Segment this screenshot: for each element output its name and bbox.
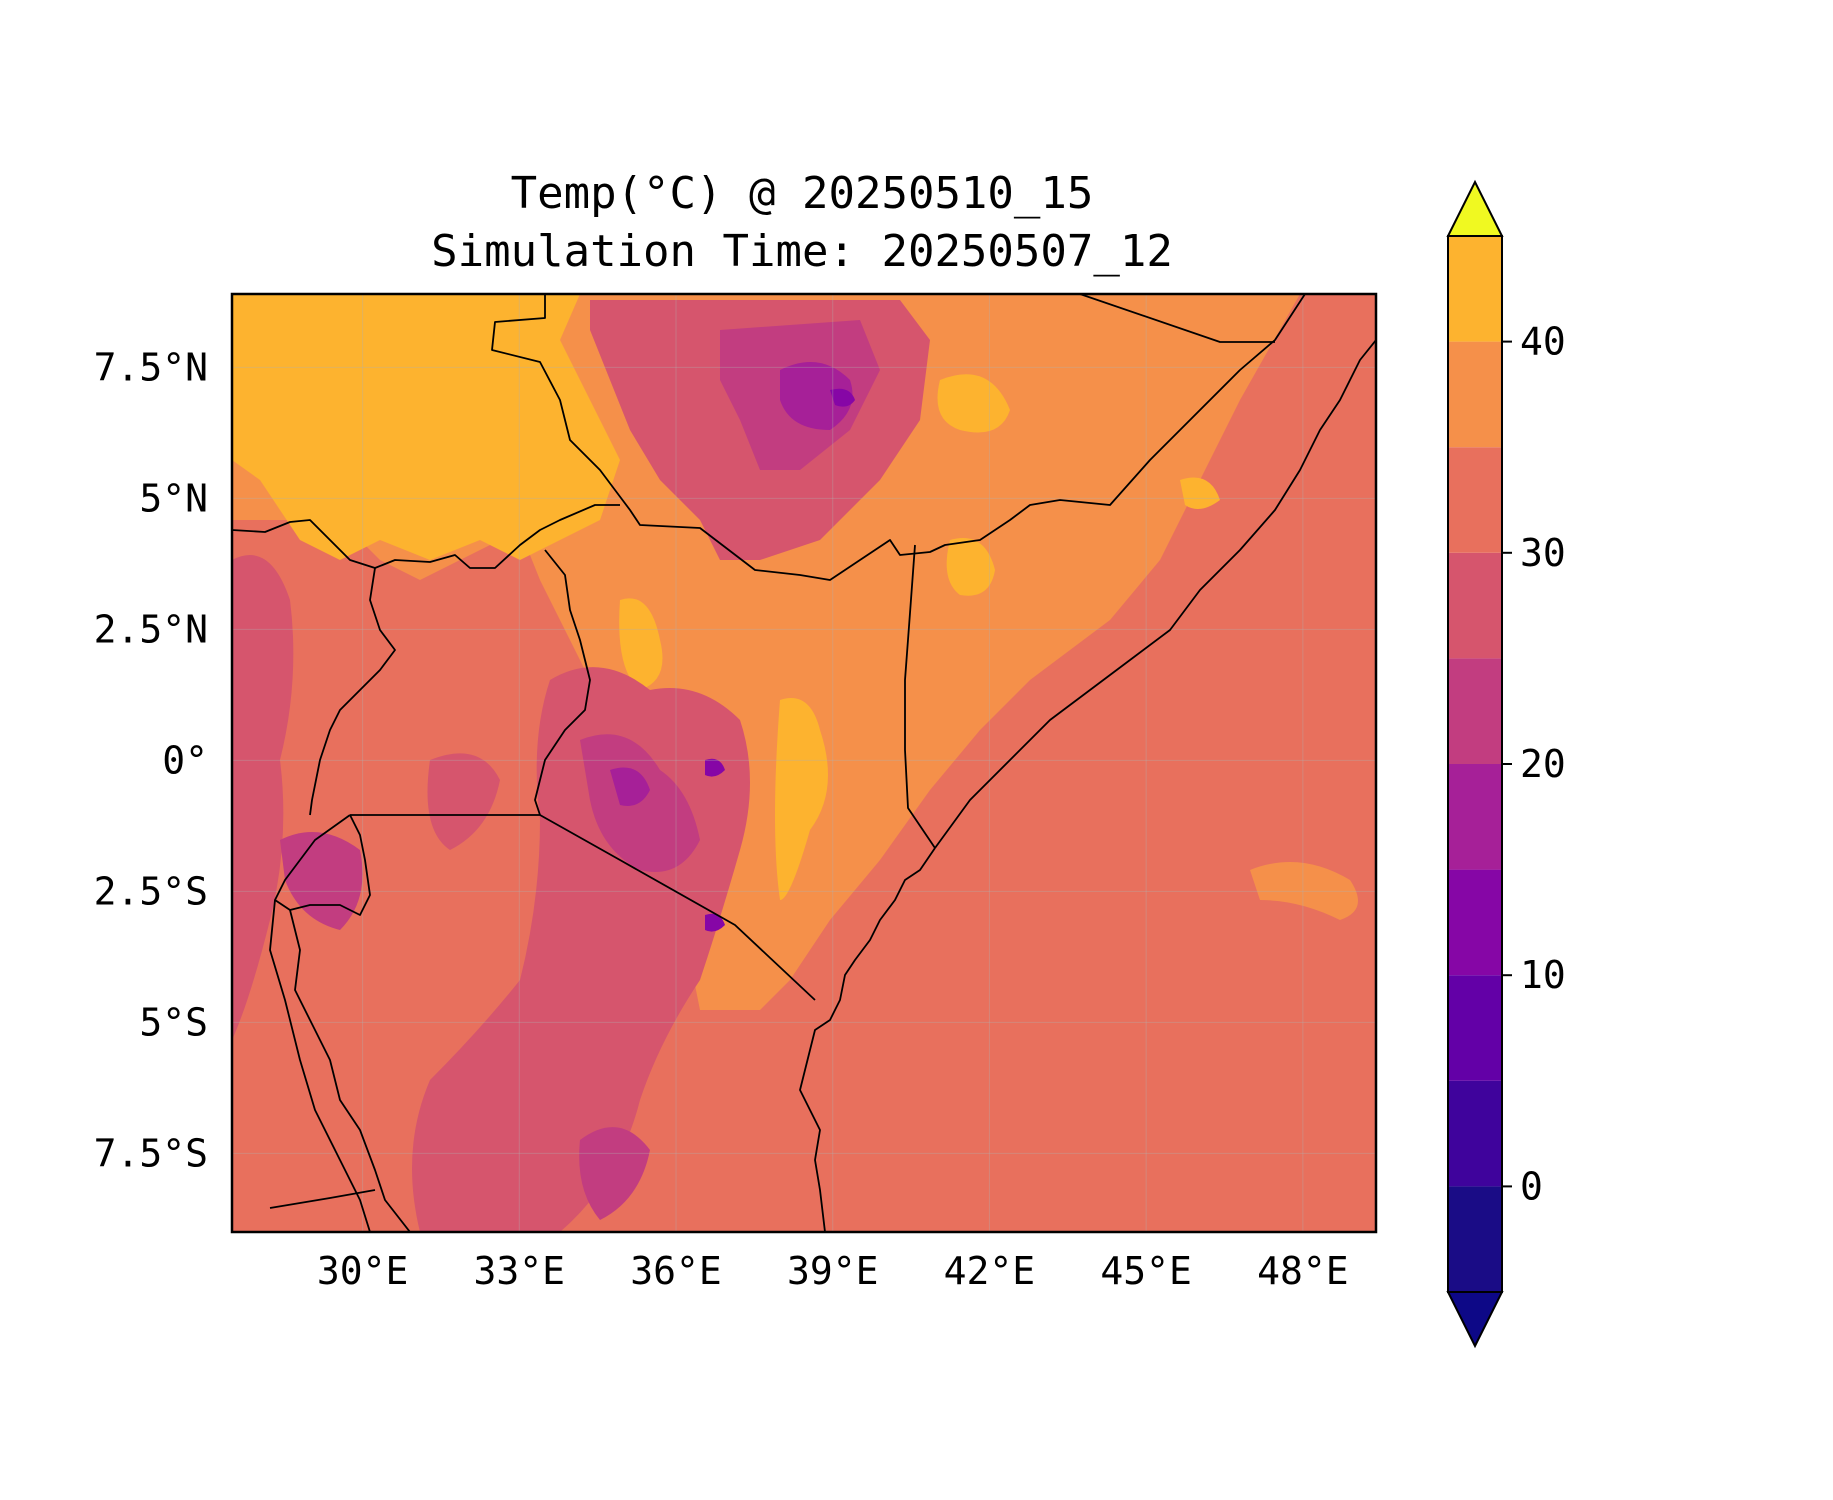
temp-band-35-40-spot-2: [937, 374, 1010, 433]
latitude-ticks: 7.5°N 5°N 2.5°N 0° 2.5°S 5°S 7.5°S: [94, 345, 208, 1175]
colorbar-segment: [1448, 658, 1502, 764]
colorbar-segment: [1448, 869, 1502, 976]
temp-band-35-40-spot-3: [946, 538, 995, 596]
gridlines: [232, 294, 1376, 1232]
temp-band-5-10-kilimanjaro: [705, 913, 725, 932]
colorbar-tick-label: 10: [1520, 953, 1566, 997]
border-south-sudan-north: [491, 294, 1306, 581]
temp-band-15-20-tanzania: [579, 1127, 650, 1220]
lon-tick-label: 33°E: [474, 1249, 566, 1293]
temp-band-5-10-ethiopia: [830, 388, 855, 407]
lon-tick-label: 39°E: [787, 1249, 879, 1293]
country-borders: [232, 294, 1376, 1232]
colorbar-under-triangle: [1446, 1291, 1504, 1349]
temp-band-35-40-spot-5: [1180, 477, 1220, 509]
border-tanzania-north: [350, 814, 816, 1001]
temperature-map: [232, 294, 1376, 1232]
temp-band-20-25-rift: [232, 555, 294, 1040]
lat-tick-label: 2.5°N: [94, 607, 208, 651]
lon-tick-label: 48°E: [1257, 1249, 1349, 1293]
colorbar-tick-label: 20: [1520, 742, 1566, 786]
border-tanzania-west: [289, 909, 411, 1232]
border-kenya-somalia: [904, 544, 936, 849]
colorbar: [1446, 179, 1504, 1349]
coastline-somalia: [934, 339, 1376, 849]
colorbar-segment: [1448, 975, 1502, 1081]
border-ethiopia-somalia-east: [1079, 294, 1275, 343]
temp-band-35-40-spot-4: [775, 698, 828, 900]
lat-tick-label: 5°N: [139, 476, 208, 520]
temp-band-15-20-kenya: [580, 734, 700, 872]
colorbar-tick-label: 30: [1520, 531, 1566, 575]
lat-tick-label: 7.5°N: [94, 345, 208, 389]
lon-tick-label: 42°E: [944, 1249, 1036, 1293]
title-line-2: Simulation Time: 20250507_12: [431, 226, 1173, 277]
colorbar-segment: [1448, 1186, 1502, 1292]
temp-band-20-25-uganda: [427, 753, 500, 850]
border-south-sudan-uganda: [232, 504, 620, 569]
colorbar-segment: [1448, 552, 1502, 659]
temp-band-35-40-north: [232, 294, 620, 560]
temp-band-10-15-ethiopia: [780, 362, 853, 430]
longitude-ticks: 30°E 33°E 36°E 39°E 42°E 45°E 48°E: [317, 1249, 1349, 1293]
colorbar-ticks: 0 10 20 30 40: [1502, 320, 1566, 1208]
border-tanzania-zambia: [269, 1189, 376, 1209]
temp-band-5-10-mtkenya: [705, 758, 725, 777]
colorbar-segment: [1448, 1080, 1502, 1187]
lat-tick-label: 7.5°S: [94, 1131, 208, 1175]
lon-tick-label: 45°E: [1100, 1249, 1192, 1293]
colorbar-segment: [1448, 341, 1502, 448]
colorbar-segment: [1448, 236, 1502, 342]
colorbar-tick-label: 40: [1520, 320, 1566, 364]
border-rwanda-burundi: [274, 814, 371, 916]
colorbar-over-triangle: [1446, 179, 1504, 237]
border-uganda-drc: [309, 567, 396, 816]
map-frame: [230, 292, 1378, 1234]
temp-band-35-40-spot-1: [619, 598, 663, 690]
lon-tick-label: 36°E: [630, 1249, 722, 1293]
title-line-1: Temp(°C) @ 20250510_15: [511, 168, 1094, 219]
lat-tick-label: 0°: [162, 738, 208, 782]
colorbar-segment: [1448, 764, 1502, 870]
lat-tick-label: 2.5°S: [94, 869, 208, 913]
colorbar-tick-label: 0: [1520, 1164, 1543, 1208]
temp-band-10-15-kenya: [610, 767, 650, 806]
border-kenya-uganda: [534, 549, 591, 816]
temp-band-30-35-offshore: [1250, 862, 1358, 920]
lat-tick-label: 5°S: [139, 1000, 208, 1044]
lon-tick-label: 30°E: [317, 1249, 409, 1293]
coastline-east-africa: [799, 847, 936, 1232]
colorbar-segment: [1448, 447, 1502, 553]
